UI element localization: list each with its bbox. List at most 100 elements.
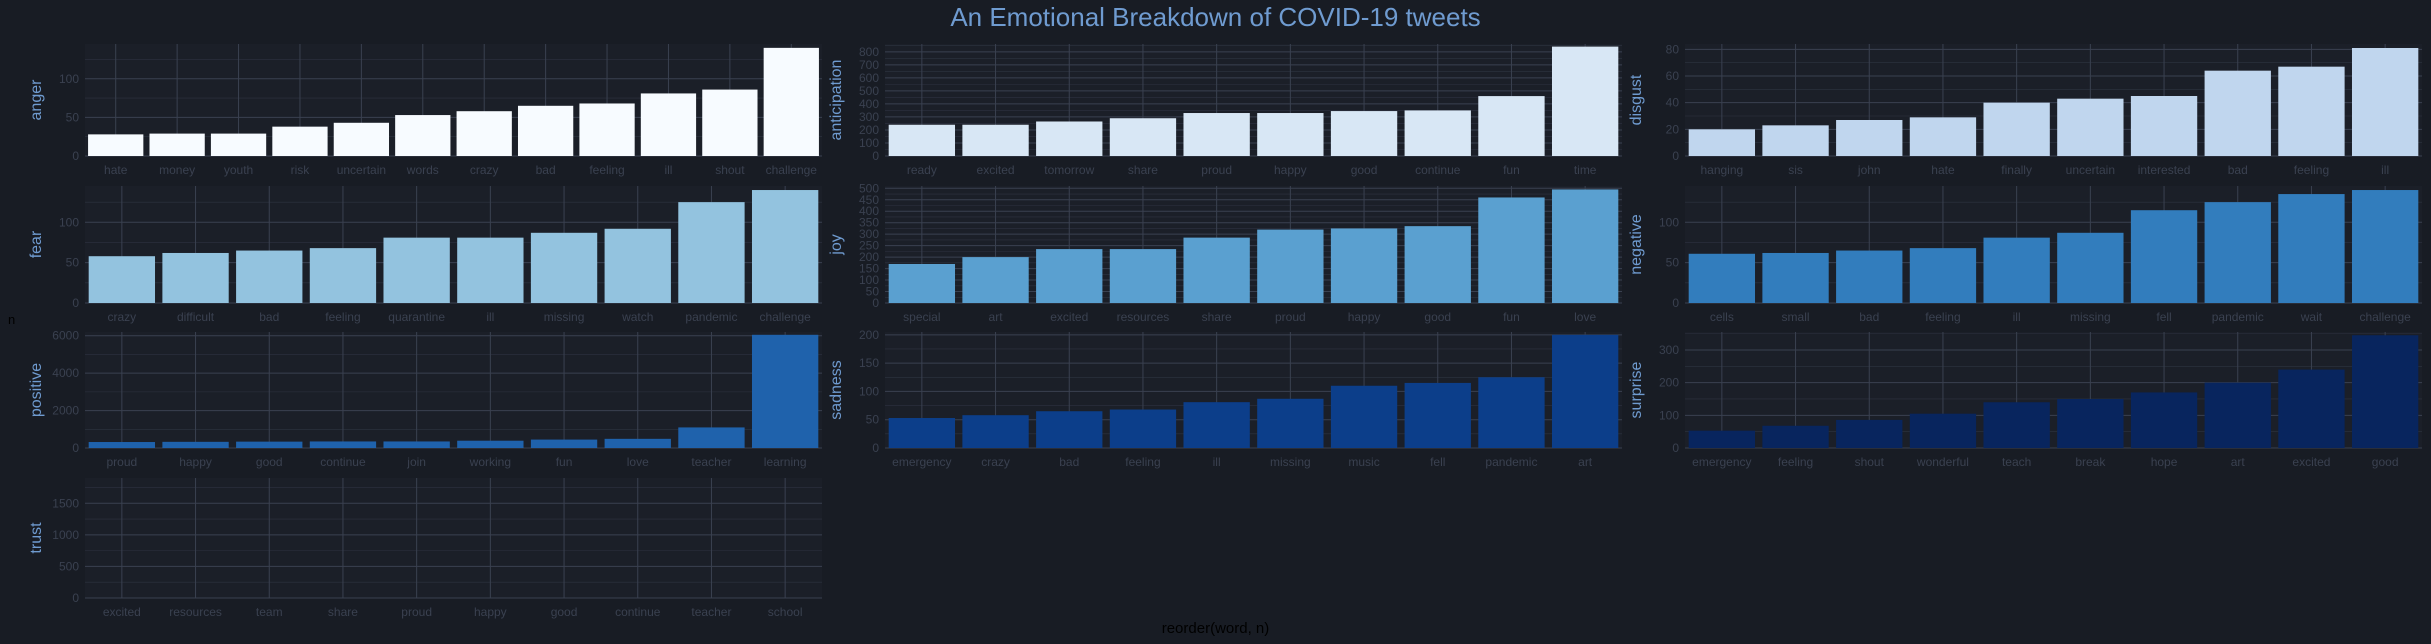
bar-negative-challenge — [2351, 190, 2419, 303]
y-tick-label: 200 — [1659, 376, 1679, 390]
facet-label-surprise: surprise — [1628, 361, 1645, 418]
bar-fear-crazy — [88, 256, 156, 303]
x-tick-label: sis — [1788, 163, 1803, 177]
bar-disgust-hanging — [1688, 129, 1756, 156]
bar-surprise-hope — [2130, 392, 2198, 448]
bar-anticipation-proud — [1183, 113, 1250, 156]
x-tick-label: excited — [2292, 455, 2330, 469]
y-tick-label: 150 — [859, 262, 879, 276]
y-tick-label: 100 — [859, 136, 879, 150]
x-tick-label: feeling — [1125, 455, 1160, 469]
y-tick-label: 400 — [859, 204, 879, 218]
y-tick-label: 700 — [859, 58, 879, 72]
y-tick-label: 300 — [859, 227, 879, 241]
x-tick-label: working — [469, 455, 511, 469]
x-tick-label: teacher — [691, 605, 731, 619]
bar-fear-quarantine — [383, 237, 450, 303]
y-tick-label: 6000 — [52, 329, 79, 343]
bar-joy-resources — [1109, 249, 1177, 303]
x-tick-label: difficult — [177, 310, 215, 324]
bar-positive-learning — [751, 334, 819, 448]
x-tick-label: feeling — [1778, 455, 1813, 469]
x-tick-label: excited — [1050, 310, 1088, 324]
x-tick-label: emergency — [1692, 455, 1751, 469]
y-tick-label: 300 — [859, 110, 879, 124]
x-tick-label: love — [1574, 310, 1596, 324]
x-tick-label: art — [2231, 455, 2246, 469]
bar-anger-bad — [517, 105, 574, 156]
bar-fear-feeling — [309, 248, 377, 303]
bar-negative-ill — [1983, 237, 2050, 303]
x-tick-label: time — [1574, 163, 1597, 177]
x-tick-label: ready — [907, 163, 937, 177]
y-tick-label: 1500 — [52, 496, 79, 510]
y-tick-label: 600 — [859, 71, 879, 85]
x-tick-label: fell — [2156, 310, 2171, 324]
bar-disgust-john — [1836, 120, 1903, 156]
bar-anticipation-good — [1330, 111, 1398, 156]
bar-surprise-excited — [2278, 369, 2345, 448]
x-tick-label: special — [903, 310, 940, 324]
y-tick-label: 450 — [859, 193, 879, 207]
x-axis-label: reorder(word, n) — [1161, 620, 1270, 637]
facet-anger: 0 50 100 hate money youth risk uncertain words cr… — [28, 44, 822, 177]
bar-sadness-feeling — [1109, 409, 1177, 448]
x-tick-label: challenge — [759, 310, 811, 324]
x-tick-label: bad — [259, 310, 279, 324]
bar-positive-teacher — [678, 427, 745, 448]
bar-joy-love — [1551, 189, 1619, 303]
x-tick-label: challenge — [766, 163, 818, 177]
bar-sadness-music — [1330, 385, 1398, 448]
x-tick-label: good — [551, 605, 578, 619]
x-tick-label: resources — [1117, 310, 1170, 324]
y-tick-label: 80 — [1666, 42, 1680, 56]
panel-background — [85, 478, 822, 598]
bar-sadness-missing — [1257, 398, 1324, 448]
bar-sadness-bad — [1036, 411, 1103, 448]
bar-anger-challenge — [763, 47, 819, 156]
x-tick-label: good — [2372, 455, 2399, 469]
bar-anticipation-happy — [1257, 113, 1324, 156]
x-tick-label: cells — [1710, 310, 1734, 324]
bar-anticipation-tomorrow — [1036, 121, 1103, 156]
bar-anger-words — [395, 115, 451, 156]
bar-surprise-good — [2351, 335, 2419, 448]
x-tick-label: fun — [556, 455, 573, 469]
x-tick-label: ill — [486, 310, 494, 324]
bar-anticipation-ready — [888, 124, 956, 156]
y-tick-label: 0 — [1672, 296, 1679, 310]
x-tick-label: teacher — [691, 455, 731, 469]
bar-disgust-bad — [2204, 70, 2271, 156]
bar-fear-watch — [604, 228, 671, 303]
x-tick-label: fell — [1430, 455, 1445, 469]
x-tick-label: small — [1782, 310, 1810, 324]
y-tick-label: 500 — [859, 84, 879, 98]
bar-positive-proud — [88, 442, 156, 448]
bar-joy-proud — [1257, 229, 1324, 303]
x-tick-label: happy — [1348, 310, 1381, 324]
bar-disgust-sis — [1762, 125, 1829, 156]
bar-surprise-art — [2204, 382, 2271, 448]
x-tick-label: bad — [2228, 163, 2248, 177]
x-tick-label: uncertain — [2066, 163, 2115, 177]
x-tick-label: bad — [1859, 310, 1879, 324]
y-tick-label: 40 — [1666, 96, 1680, 110]
facet-label-trust: trust — [28, 522, 45, 554]
bar-anger-uncertain — [333, 122, 390, 156]
x-tick-label: learning — [764, 455, 807, 469]
bar-anticipation-excited — [962, 124, 1029, 156]
y-tick-label: 50 — [66, 256, 80, 270]
y-tick-label: 200 — [859, 328, 879, 342]
x-tick-label: feeling — [1925, 310, 1960, 324]
x-tick-label: finally — [2001, 163, 2032, 177]
x-tick-label: teach — [2002, 455, 2031, 469]
bar-fear-ill — [457, 237, 524, 303]
x-tick-label: crazy — [470, 163, 499, 177]
x-tick-label: good — [1351, 163, 1378, 177]
bar-negative-small — [1762, 252, 1829, 303]
x-tick-label: ill — [1213, 455, 1221, 469]
bar-disgust-feeling — [2278, 66, 2345, 156]
facet-positive: 0 2000 4000 6000 proud happy good continue join w… — [28, 329, 822, 469]
x-tick-label: ill — [2013, 310, 2021, 324]
y-tick-label: 350 — [859, 216, 879, 230]
